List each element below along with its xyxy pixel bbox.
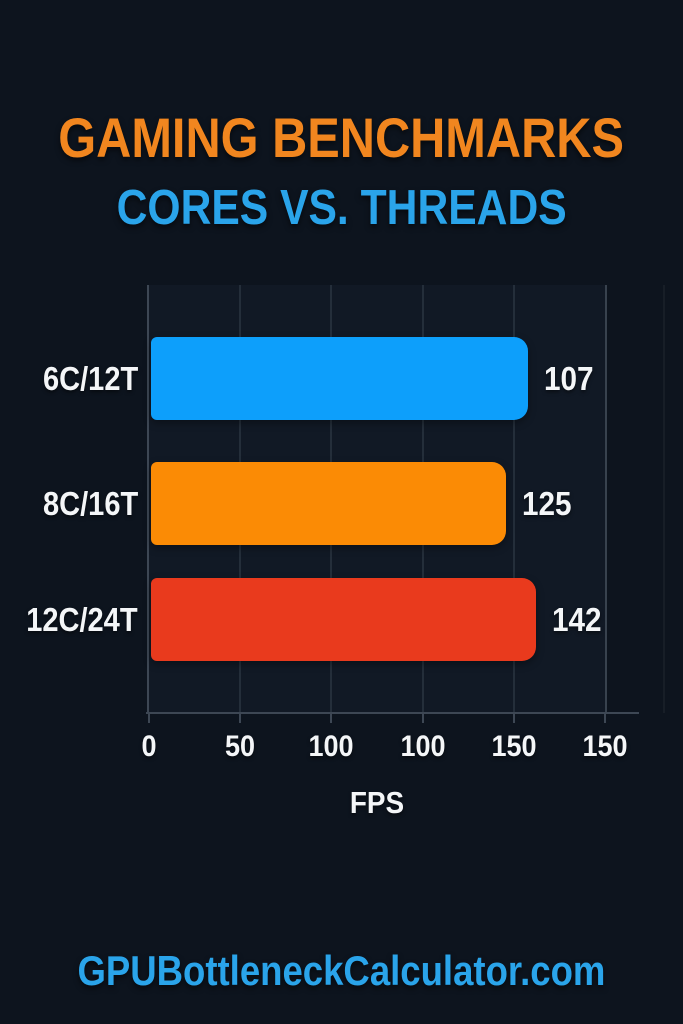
- axis-tick-mark: [512, 713, 515, 723]
- x-axis-tick-labels: 0 50 100 100 150 150: [141, 730, 627, 764]
- page-subtitle: CORES VS. THREADS: [0, 184, 683, 233]
- axis-tick-mark: [330, 713, 333, 723]
- x-tick-label: 150: [582, 730, 628, 763]
- x-tick-label: 100: [400, 730, 446, 763]
- x-axis-title: FPS: [349, 785, 405, 820]
- bar-6c12t: [151, 337, 528, 420]
- axis-tick-mark: [239, 713, 242, 723]
- category-label: 12C/24T: [26, 600, 138, 638]
- bar-chart-plot-area: 6C/12T 107 8C/16T 125 12C/24T 142 0 50 1…: [27, 285, 628, 820]
- page-title-text: GAMING BENCHMARKS: [58, 106, 625, 169]
- footer-watermark: GPUBottleneckCalculator.com: [0, 950, 683, 992]
- page-subtitle-text: CORES VS. THREADS: [116, 181, 567, 235]
- axis-tick-mark: [604, 713, 606, 723]
- bar-12c24t: [151, 578, 537, 661]
- page-title: GAMING BENCHMARKS: [0, 110, 683, 166]
- bar-row: 12C/24T 142: [27, 578, 605, 661]
- gridline: [512, 285, 515, 713]
- x-axis-line: [146, 712, 639, 714]
- x-tick-label: 100: [308, 730, 354, 763]
- footer-text: GPUBottleneckCalculator.com: [77, 947, 606, 994]
- bar-8c16t: [151, 462, 506, 545]
- x-tick-label: 150: [491, 730, 537, 763]
- x-tick-label: 0: [141, 730, 157, 763]
- value-label: 142: [552, 600, 602, 638]
- faint-gridline: [663, 285, 665, 713]
- category-label: 8C/16T: [42, 484, 138, 522]
- bar-row: 6C/12T 107: [43, 337, 605, 420]
- value-label: 107: [543, 359, 594, 397]
- value-label: 125: [521, 484, 572, 522]
- axis-tick-mark: [421, 713, 424, 723]
- x-tick-label: 50: [225, 730, 256, 763]
- bar-row: 8C/16T 125: [43, 462, 605, 545]
- axis-tick-mark: [148, 713, 150, 723]
- category-label: 6C/12T: [42, 359, 138, 397]
